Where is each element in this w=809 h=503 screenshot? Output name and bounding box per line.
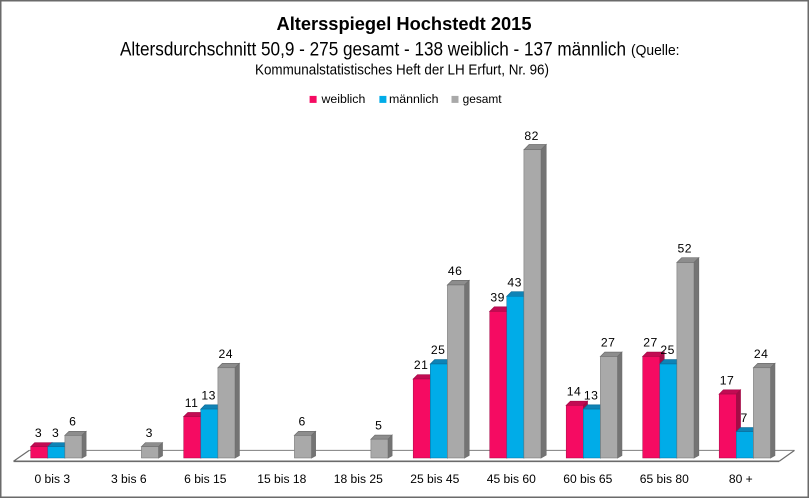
svg-text:46: 46	[448, 264, 463, 278]
svg-text:weiblich: weiblich	[320, 92, 365, 106]
svg-text:11: 11	[185, 396, 199, 410]
svg-text:3: 3	[146, 426, 153, 440]
svg-text:0 bis 3: 0 bis 3	[34, 472, 70, 486]
svg-text:17: 17	[720, 373, 735, 387]
svg-text:6 bis 15: 6 bis 15	[184, 472, 227, 486]
svg-text:39: 39	[490, 291, 505, 305]
svg-text:80 +: 80 +	[729, 472, 753, 486]
svg-text:27: 27	[643, 336, 658, 350]
svg-text:18 bis 25: 18 bis 25	[334, 472, 383, 486]
svg-text:6: 6	[299, 415, 306, 429]
svg-text:25: 25	[660, 343, 675, 357]
svg-text:24: 24	[219, 347, 234, 361]
svg-text:3: 3	[35, 426, 42, 440]
svg-text:15 bis 18: 15 bis 18	[257, 472, 306, 486]
svg-text:Altersspiegel Hochstedt 2015: Altersspiegel Hochstedt 2015	[277, 14, 532, 35]
svg-text:3 bis 6: 3 bis 6	[111, 472, 147, 486]
svg-text:24: 24	[754, 347, 769, 361]
svg-text:gesamt: gesamt	[463, 92, 503, 106]
svg-text:7: 7	[740, 411, 747, 425]
svg-text:Altersdurchschnitt 50,9 - 275: Altersdurchschnitt 50,9 - 275 gesamt - 1…	[120, 39, 626, 61]
svg-text:65 bis 80: 65 bis 80	[640, 472, 689, 486]
svg-text:27: 27	[601, 336, 616, 350]
svg-text:13: 13	[584, 388, 599, 402]
svg-text:25 bis 45: 25 bis 45	[410, 472, 459, 486]
svg-text:60 bis 65: 60 bis 65	[563, 472, 612, 486]
svg-text:6: 6	[69, 415, 76, 429]
svg-text:(Quelle:: (Quelle:	[631, 42, 680, 59]
svg-text:21: 21	[414, 358, 429, 372]
svg-text:45 bis 60: 45 bis 60	[487, 472, 536, 486]
svg-text:82: 82	[524, 129, 539, 143]
svg-text:Kommunalstatistisches Heft der: Kommunalstatistisches Heft der LH Erfurt…	[255, 62, 549, 79]
svg-text:14: 14	[567, 385, 582, 399]
svg-text:25: 25	[431, 343, 446, 357]
svg-text:43: 43	[507, 276, 522, 290]
svg-text:männlich: männlich	[389, 92, 439, 106]
svg-text:3: 3	[52, 426, 59, 440]
svg-text:52: 52	[678, 242, 693, 256]
svg-text:5: 5	[375, 418, 382, 432]
svg-text:13: 13	[201, 388, 216, 402]
